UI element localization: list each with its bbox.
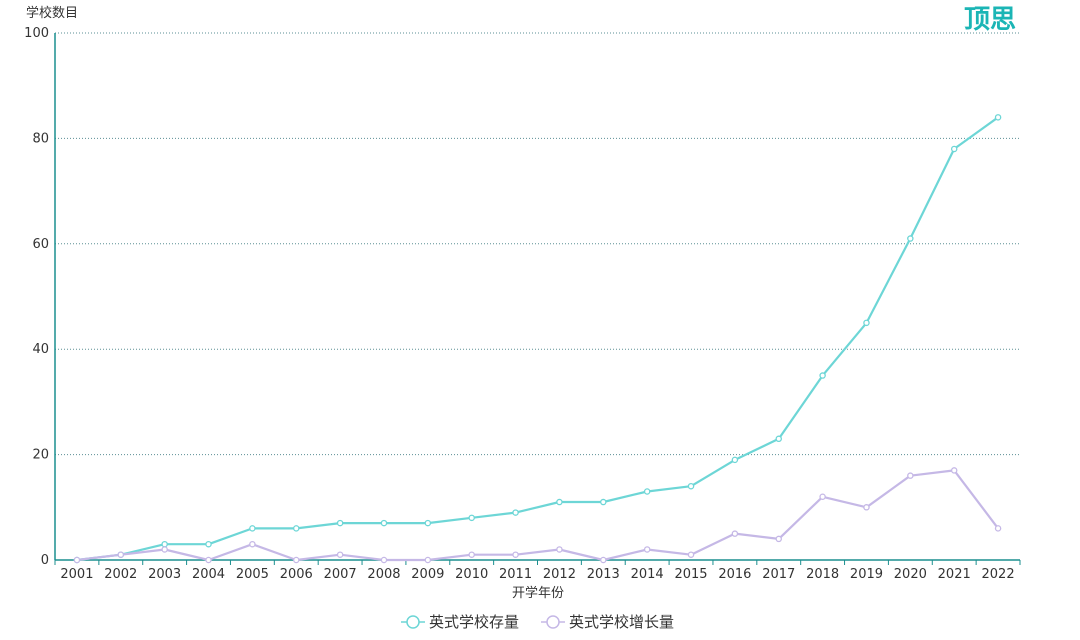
x-tick-label-2004: 2004	[192, 567, 225, 582]
data-point-s0-2022	[994, 114, 1002, 121]
legend-label: 英式学校增长量	[569, 613, 674, 631]
data-point-s1-2010	[468, 551, 475, 558]
y-axis-title: 学校数目	[26, 5, 78, 21]
legend-marker-icon	[546, 615, 560, 629]
data-point-s0-2017	[775, 435, 783, 443]
x-tick-label-2005: 2005	[236, 567, 269, 582]
y-tick-label: 0	[41, 553, 49, 568]
x-tick-label-2015: 2015	[674, 567, 707, 582]
x-tick-labels: 2001 2002 2003 2004 2005 2006 2007 2008 2009 2010…	[60, 567, 1014, 582]
x-tick-label-2018: 2018	[806, 567, 839, 582]
legend-item-0[interactable]: 英式学校存量	[401, 613, 519, 631]
y-tick-labels: 0 20 40 60 80 100	[24, 26, 49, 568]
data-point-s1-2016	[731, 530, 739, 537]
data-point-s1-2012	[556, 546, 563, 553]
data-point-s0-2005	[249, 525, 256, 532]
legend-item-1[interactable]: 英式学校增长量	[541, 613, 674, 631]
x-tick-label-2011: 2011	[499, 567, 532, 582]
x-tick-label-2006: 2006	[280, 567, 313, 582]
y-tick-label: 60	[32, 237, 49, 252]
data-point-s1-2013	[600, 556, 607, 564]
x-tick-label-2002: 2002	[104, 567, 137, 582]
data-point-s0-2003	[161, 540, 168, 548]
y-tick-label: 100	[24, 26, 49, 41]
x-tick-label-2019: 2019	[850, 567, 883, 582]
x-tick-label-2014: 2014	[631, 567, 664, 582]
data-point-s0-2020	[907, 235, 914, 242]
data-point-s1-2014	[643, 546, 651, 553]
x-tick-label-2009: 2009	[411, 567, 444, 582]
series-points	[73, 114, 1002, 564]
legend[interactable]: 英式学校存量 英式学校增长量	[401, 613, 674, 631]
data-point-s0-2004	[205, 540, 212, 548]
x-tick-label-2013: 2013	[587, 567, 620, 582]
data-point-s1-2004	[205, 556, 212, 564]
data-point-s1-2011	[512, 551, 519, 558]
data-point-s1-2018	[819, 493, 826, 501]
data-point-s1-2003	[161, 546, 168, 553]
x-axis-title: 开学年份	[512, 585, 564, 601]
data-point-s1-2022	[994, 525, 1002, 532]
y-tick-label: 20	[32, 448, 49, 463]
x-tick-label-2001: 2001	[60, 567, 93, 582]
data-point-s0-2016	[731, 456, 739, 464]
data-point-s0-2019	[863, 319, 870, 327]
data-point-s0-2009	[424, 519, 432, 527]
x-tick-label-2007: 2007	[324, 567, 357, 582]
data-point-s1-2021	[950, 467, 958, 474]
x-tick-label-2021: 2021	[938, 567, 971, 582]
x-tick-label-2016: 2016	[718, 567, 751, 582]
series-lines	[76, 116, 999, 562]
data-point-s1-2015	[687, 551, 695, 558]
x-tick-label-2022: 2022	[982, 567, 1015, 582]
data-point-s0-2021	[950, 145, 958, 153]
data-point-s0-2014	[643, 488, 651, 495]
series-line-0	[76, 116, 999, 562]
y-tick-label: 80	[32, 131, 49, 146]
data-point-s0-2015	[687, 482, 695, 490]
data-point-s1-2020	[907, 472, 914, 479]
brand-logo: 顶思	[964, 5, 1016, 35]
legend-marker-icon	[406, 615, 420, 629]
axes	[54, 33, 1021, 565]
data-point-s0-2013	[600, 498, 607, 506]
data-point-s0-2012	[556, 498, 563, 506]
data-point-s1-2002	[117, 551, 125, 558]
data-point-s1-2009	[424, 556, 432, 564]
x-tick-label-2010: 2010	[455, 567, 488, 582]
series-line-1	[76, 469, 999, 562]
y-tick-label: 40	[32, 342, 49, 357]
grid-lines	[55, 32, 1020, 456]
x-tick-label-2012: 2012	[543, 567, 576, 582]
data-point-s1-2005	[249, 540, 256, 548]
x-tick-label-2020: 2020	[894, 567, 927, 582]
data-point-s1-2001	[73, 556, 81, 564]
data-point-s1-2006	[292, 556, 300, 564]
data-point-s1-2017	[775, 535, 783, 543]
data-point-s1-2007	[336, 551, 344, 558]
x-tick-label-2003: 2003	[148, 567, 181, 582]
legend-label: 英式学校存量	[429, 613, 519, 631]
data-point-s1-2019	[863, 504, 870, 511]
data-point-s1-2008	[380, 556, 388, 564]
data-point-s0-2006	[292, 525, 300, 532]
data-point-s0-2011	[512, 509, 519, 516]
data-point-s0-2008	[380, 519, 388, 527]
data-point-s0-2010	[468, 514, 475, 522]
data-point-s0-2007	[336, 519, 344, 527]
data-point-s0-2018	[819, 372, 826, 379]
x-tick-label-2017: 2017	[762, 567, 795, 582]
x-tick-label-2008: 2008	[367, 567, 400, 582]
